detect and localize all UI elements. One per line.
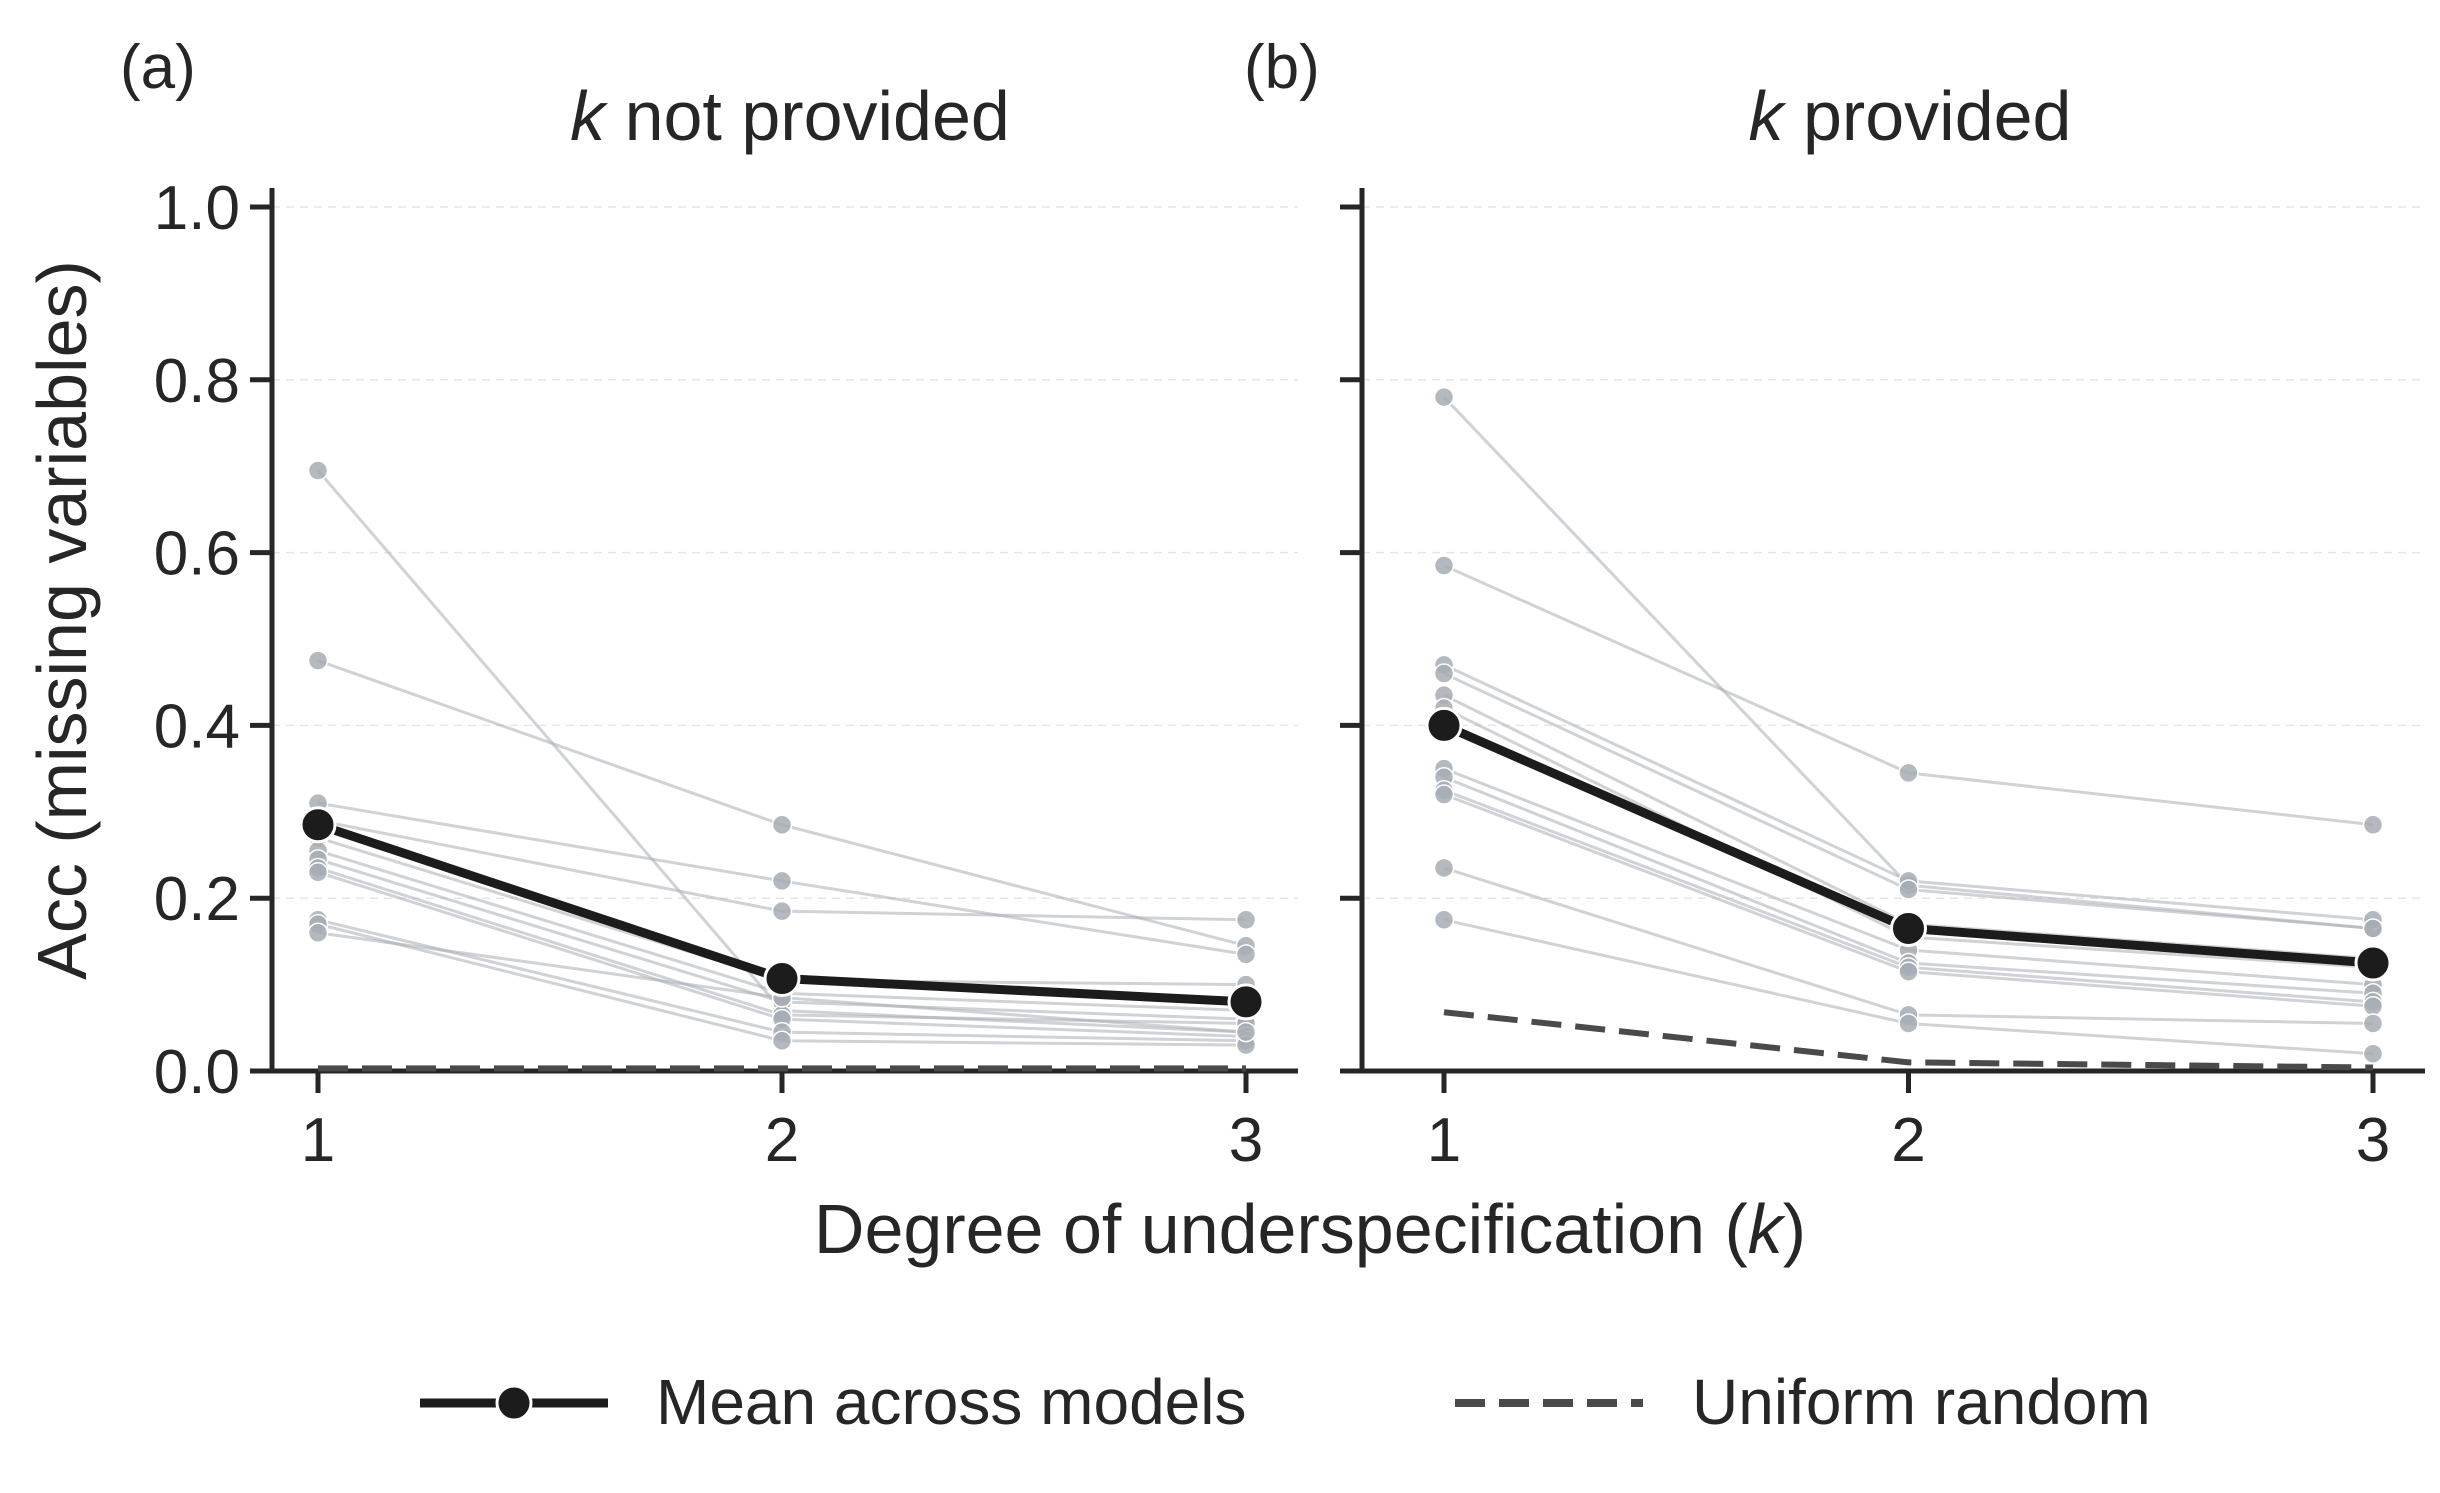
panel-b-model-point (2362, 995, 2384, 1017)
panel-a-mean-point (763, 960, 801, 998)
panel-a-model-point (307, 650, 329, 671)
panel-a-model-point (771, 814, 793, 836)
panel-b-model-point (1433, 909, 1455, 931)
panel-a-title-rest: not provided (605, 77, 1010, 155)
panel-a-model-point (771, 870, 793, 892)
panel-a-y-tick-label: 1.0 (154, 174, 240, 243)
panel-b-model-point (1433, 784, 1455, 805)
panel-b-mean-point (1425, 706, 1463, 744)
panel-b-model-point (1433, 555, 1455, 576)
panel-a-grid (272, 206, 1298, 899)
panel-b-model-point (2362, 918, 2384, 939)
x-axis-label-var: k (1748, 1190, 1786, 1268)
panel-a-y-tick-label: 0.6 (154, 520, 240, 589)
panel-b-x-tick-labels: 1 2 3 (1427, 1106, 2390, 1175)
panel-a-title: k not provided (570, 77, 1010, 155)
panel-a-model-point (307, 862, 329, 883)
x-axis-label-prefix: Degree of underspecification ( (814, 1190, 1748, 1268)
panel-a-mean-point (299, 806, 337, 844)
panel-b-title-rest: provided (1784, 77, 2072, 155)
panel-b-model-point (2362, 1043, 2384, 1064)
y-axis-label: Acc (missing variables) (23, 260, 101, 980)
legend: Mean across models Uniform random (420, 1366, 2151, 1438)
panel-b-model-point (1898, 879, 1919, 900)
panel-b-model-point (1898, 961, 1919, 982)
panel-b: (b) k provided 1 2 3 (1244, 33, 2425, 1175)
panel-b-uniform-random (1443, 1009, 2374, 1071)
panel-a-y-tick-label: 0.0 (154, 1038, 240, 1107)
panel-b-model-point (1898, 1013, 1919, 1034)
panel-b-mean-series (1425, 706, 2392, 982)
x-axis-label-suffix: ) (1783, 1190, 1806, 1268)
legend-mean-marker (495, 1384, 533, 1422)
panel-a-model-point (1235, 1021, 1257, 1043)
panel-a-model-point (307, 922, 329, 944)
panel-a-model-point (1235, 909, 1257, 931)
panel-a-x-tick-label: 3 (1229, 1106, 1263, 1175)
panel-b-axes (1340, 188, 2425, 1093)
panel-a-title-var: k (570, 77, 608, 155)
legend-random-label: Uniform random (1692, 1366, 2151, 1438)
x-axis-label: Degree of underspecification (k) (814, 1190, 1806, 1268)
panel-a-x-tick-label: 1 (301, 1106, 335, 1175)
panel-b-x-tick-label: 2 (1891, 1106, 1925, 1175)
panel-b-model-point (2362, 1013, 2384, 1034)
panel-a-y-tick-label: 0.4 (154, 692, 240, 761)
panel-a-model-point (307, 460, 329, 481)
panel-b-title-var: k (1749, 77, 1787, 155)
panel-b-mean-point (1890, 909, 1927, 947)
legend-mean-label: Mean across models (656, 1366, 1246, 1438)
panel-a: (a) k not provided 0.0 0.2 0.4 0.6 0.8 1.0 1 2… (120, 33, 1298, 1175)
panel-b-title: k provided (1749, 77, 2072, 155)
panel-a-x-tick-label: 2 (765, 1106, 799, 1175)
panel-a-y-tick-label: 0.8 (154, 347, 240, 416)
panel-a-y-tick-label: 0.2 (154, 865, 240, 934)
panel-a-mean-series (299, 806, 1265, 1021)
panel-b-model-point (1898, 762, 1919, 784)
panel-a-model-lines (307, 460, 1257, 1056)
panel-a-model-line-1 (316, 469, 1247, 1034)
panel-a-axes (250, 188, 1298, 1093)
panel-b-model-point (2362, 814, 2384, 836)
panel-a-x-tick-labels: 1 2 3 (301, 1106, 1263, 1175)
panel-b-model-point (1433, 663, 1455, 684)
panel-b-model-point (1433, 857, 1455, 879)
panel-a-mean-point (1227, 983, 1265, 1021)
panel-b-uniform-random-line (1443, 1009, 2374, 1071)
panel-b-x-tick-label: 3 (2356, 1106, 2390, 1175)
panel-a-model-point (771, 900, 793, 922)
panel-b-grid (1362, 206, 2425, 899)
panel-a-model-point (1235, 944, 1257, 965)
panel-b-x-tick-label: 1 (1427, 1106, 1461, 1175)
panel-a-y-tick-labels: 0.0 0.2 0.4 0.6 0.8 1.0 (154, 174, 240, 1107)
panel-b-label: (b) (1244, 33, 1320, 102)
panel-b-model-point (1433, 386, 1455, 408)
panel-a-model-point (771, 1030, 793, 1052)
panel-b-mean-point (2354, 944, 2392, 982)
panel-a-label: (a) (120, 33, 196, 102)
